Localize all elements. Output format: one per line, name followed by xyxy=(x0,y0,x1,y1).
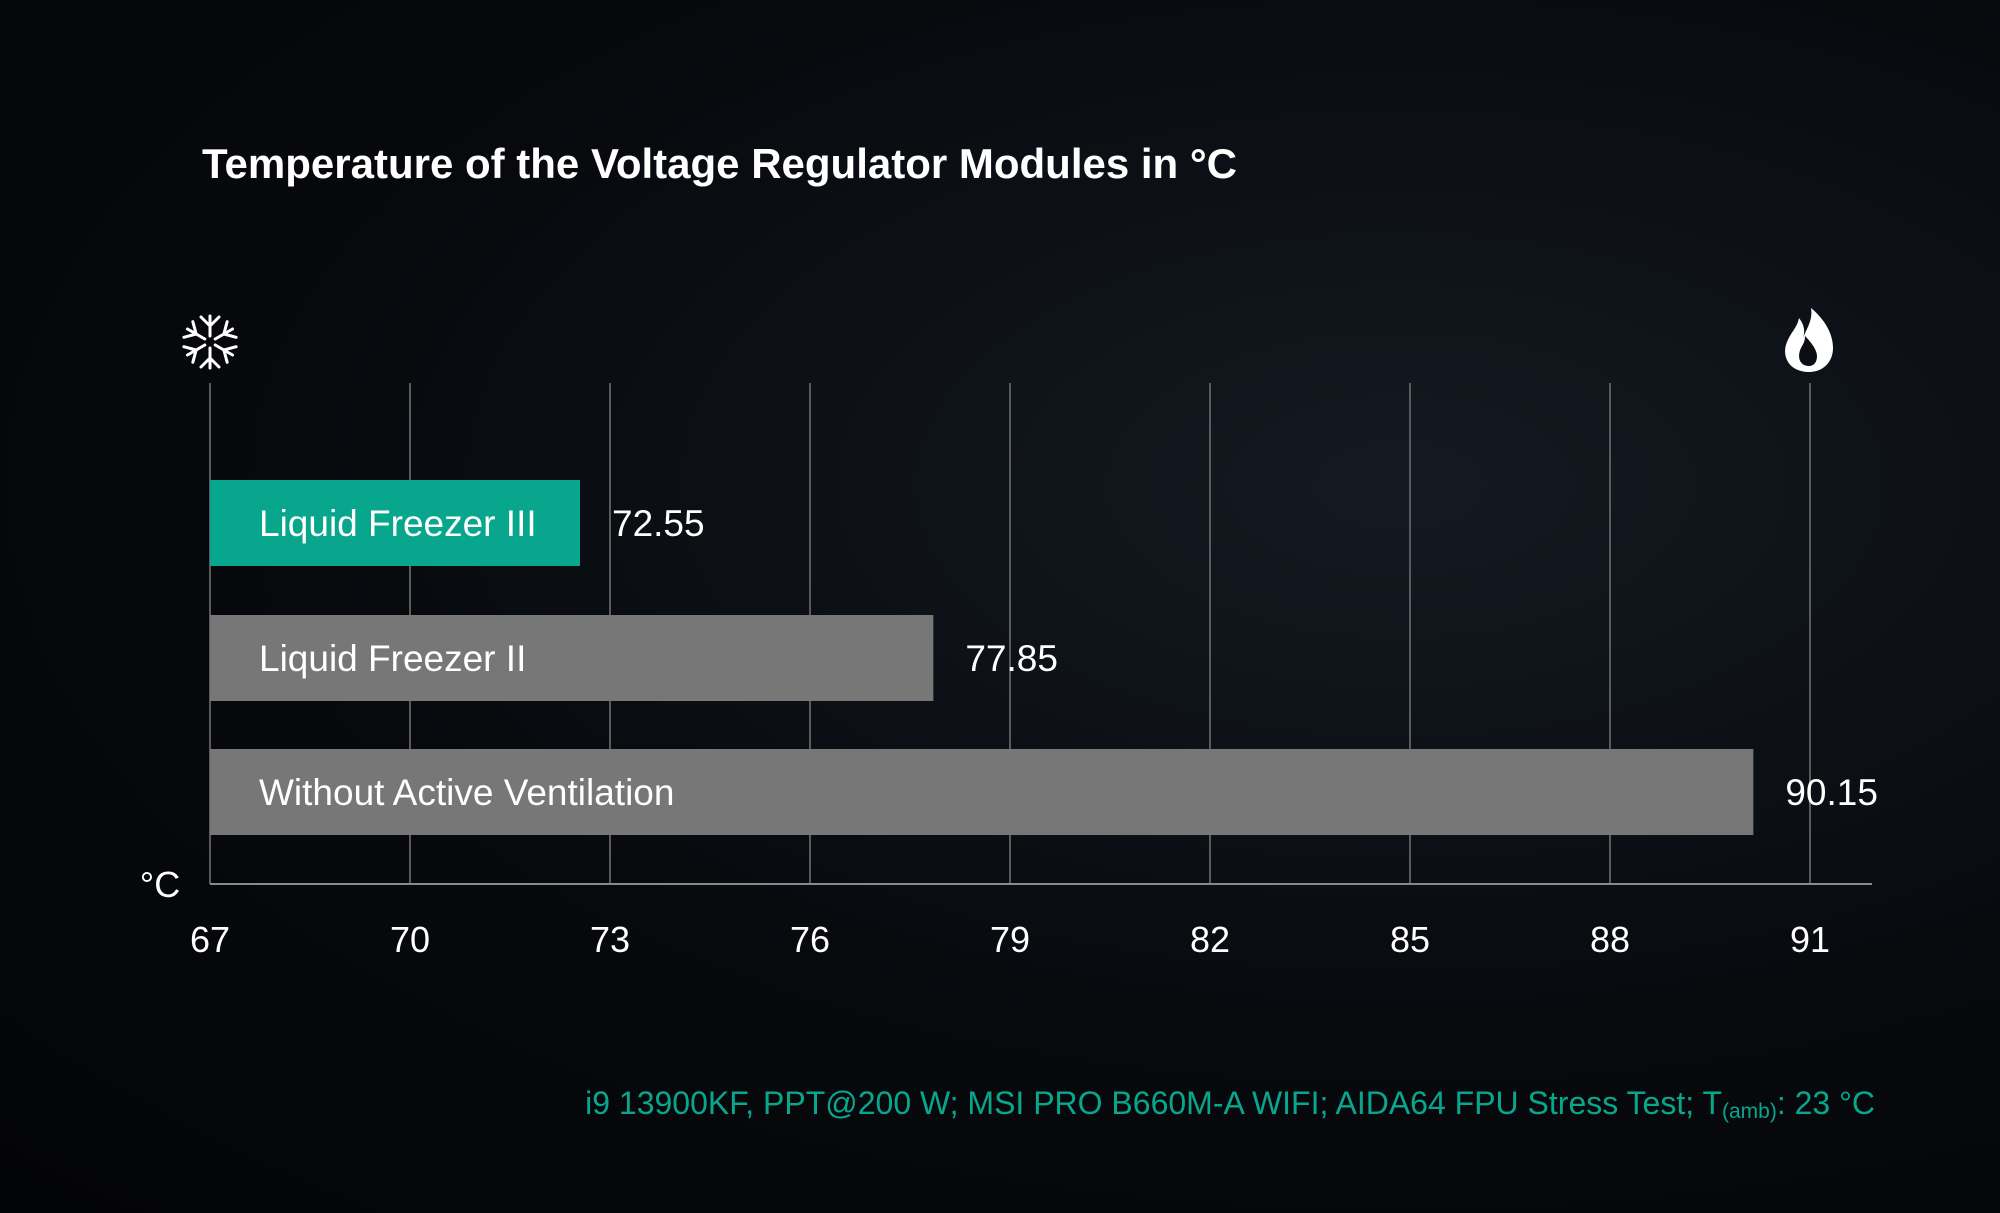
bar-value-label: 77.85 xyxy=(965,638,1058,679)
x-tick-label: 76 xyxy=(790,919,830,960)
bar xyxy=(210,749,1754,835)
footnote-tail: : 23 °C xyxy=(1777,1085,1875,1121)
bar-category-label: Liquid Freezer III xyxy=(259,503,537,544)
bar xyxy=(210,480,580,566)
snowflake-icon xyxy=(182,314,238,370)
bar-category-label: Without Active Ventilation xyxy=(259,772,674,813)
bar-value-label: 72.55 xyxy=(612,503,705,544)
bar-category-label: Liquid Freezer II xyxy=(259,638,526,679)
x-tick-label: 85 xyxy=(1390,919,1430,960)
bars: Liquid Freezer III 72.55 Liquid Freezer II… xyxy=(210,480,1878,835)
bar-value-label: 90.15 xyxy=(1785,772,1878,813)
x-tick-label: 88 xyxy=(1590,919,1630,960)
x-tick-label: 82 xyxy=(1190,919,1230,960)
footnote: i9 13900KF, PPT@200 W; MSI PRO B660M-A W… xyxy=(585,1085,1875,1123)
x-tick-label: 79 xyxy=(990,919,1030,960)
flame-icon xyxy=(1785,308,1833,372)
footnote-main: i9 13900KF, PPT@200 W; MSI PRO B660M-A W… xyxy=(585,1085,1722,1121)
x-tick-label: 73 xyxy=(590,919,630,960)
x-tick-label: 67 xyxy=(190,919,230,960)
chart-title: Temperature of the Voltage Regulator Mod… xyxy=(202,140,1237,187)
x-tick-label: 70 xyxy=(390,919,430,960)
gridlines xyxy=(209,383,1811,884)
unit-label: °C xyxy=(140,864,180,905)
bar xyxy=(210,615,934,701)
footnote-subscript: (amb) xyxy=(1722,1100,1777,1123)
x-tick-labels: 67 70 73 76 79 82 85 88 91 xyxy=(190,919,1830,960)
x-tick-label: 91 xyxy=(1790,919,1830,960)
